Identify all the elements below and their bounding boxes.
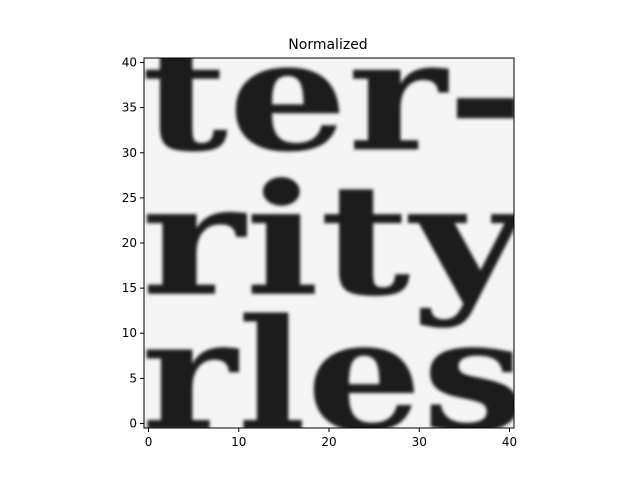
- chart-title: Normalized: [288, 37, 367, 53]
- x-tick-label: 0: [145, 435, 153, 449]
- image-text-fragment: rles: [141, 286, 525, 466]
- y-tick-label: 35: [122, 101, 137, 115]
- x-axis: 0 10 20 30 40: [145, 428, 517, 449]
- y-tick-label: 30: [122, 146, 137, 160]
- y-tick-label: 0: [129, 416, 137, 430]
- x-tick-label: 10: [231, 435, 246, 449]
- y-tick-label: 20: [122, 236, 137, 250]
- x-tick-label: 40: [502, 435, 517, 449]
- image-text-fragment: rity: [141, 151, 529, 331]
- y-tick-label: 5: [129, 371, 137, 385]
- image-background: [144, 58, 514, 428]
- y-axis: 0 5 10 15 20 25 30 35 40: [122, 56, 144, 430]
- x-tick-label: 30: [412, 435, 427, 449]
- x-tick-label: 20: [321, 435, 336, 449]
- y-tick-label: 40: [122, 56, 137, 70]
- y-tick-label: 10: [122, 326, 137, 340]
- y-tick-label: 15: [122, 281, 137, 295]
- y-tick-label: 25: [122, 191, 137, 205]
- image-text-fragment: ter-: [141, 6, 525, 186]
